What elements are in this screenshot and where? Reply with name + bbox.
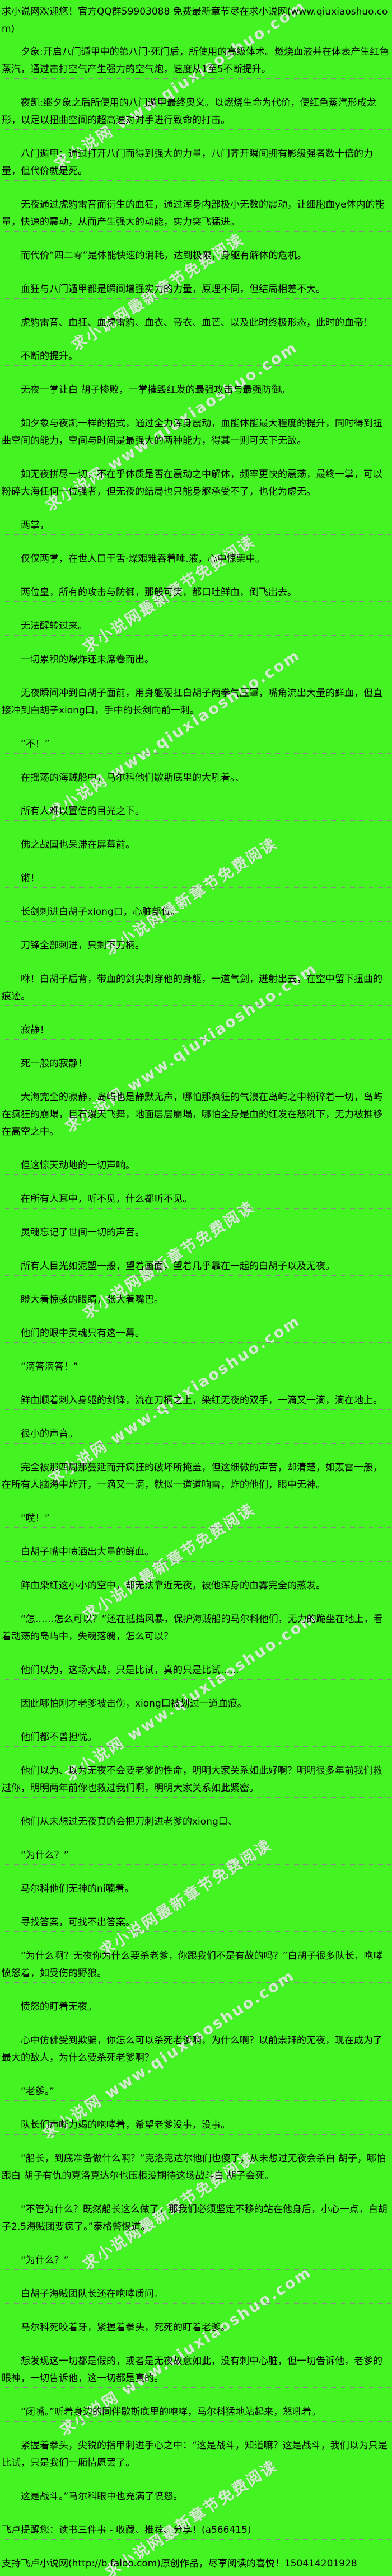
paragraph: 他们从未想过无夜真的会把刀刺进老爹的xiong口、 [2,1813,391,1831]
paragraph: 所有人目光如泥塑一般，望着画面，望着几乎靠在一起的白胡子以及无夜。 [2,1258,391,1276]
paragraph: “不！” [2,736,391,754]
paragraph: 他们以为、以为无夜不会要老爹的性命，明明大家关系如此好啊？明明很多年前我们救过你… [2,1762,391,1798]
paragraph: “不管为什么？既然船长这么做了，那我们必须坚定不移的站在他身后，小心一点，白胡子… [2,2201,391,2236]
paragraph: 无夜一掌让白 胡子惨败，一掌摧毁红发的最强攻击与最强防御。 [2,382,391,399]
paragraph: 咻！白胡子后背，带血的剑尖刺穿他的身躯，一道气剑，迸射出去，在空中留下扭曲的痕迹… [2,971,391,1006]
paragraph: 寻找答案，可找不出答案。 [2,1914,391,1932]
paragraph: 无夜通过虎豹雷音而衍生的血狂，通过浑身内部极小无数的震动，让细胞血ye体内的能量… [2,196,391,232]
paragraph: 血狂与八门遁甲都是瞬间增强实力的力量，原理不同，但结局相差不大。 [2,281,391,299]
paragraph: “为什么？” [2,2252,391,2270]
paragraph: 很小的声音。 [2,1426,391,1444]
paragraph: 而代价“四二零”是体能快速的消耗，达到极限，身躯有解体的危机。 [2,247,391,265]
paragraph: “噗！” [2,1510,391,1528]
paragraph: 八门遁甲：通过打开八门而得到强大的力量，八门齐开瞬间拥有影级强者数十倍的力量，但… [2,145,391,181]
paragraph: “为什么？” [2,1847,391,1865]
paragraph: 无法醒转过来。 [2,618,391,636]
paragraph: 长剑刺进白胡子xiong口，心脏部位。 [2,904,391,922]
paragraph: 因此哪怕刚才老爹被击伤，xiong口被划过一道血痕。 [2,1695,391,1713]
paragraph: 他们的眼中灵魂只有这一幕。 [2,1325,391,1343]
paragraph: 死一般的寂静！ [2,1055,391,1073]
faloo-support: 支持飞卢小说网(http://b.faloo.com)原创作品，尽享阅读的喜悦！… [2,2555,391,2573]
paragraph: 仅仅两掌，在世人口干舌·燥艰难吞着唾.液，心中惊栗中。 [2,551,391,568]
paragraph: 两掌， [2,517,391,535]
paragraph: 如无夜拼尽一切，不在乎体质是否在震动之中解体，频率更快的震荡，最终一掌，可以粉碎… [2,466,391,501]
paragraph: 夕象:开启八门遁甲中的第八门·死门后，所使用的高级体术。燃烧血液并在体表产生红色… [2,44,391,79]
paragraph: 如夕象与夜凯一样的招式，通过全力浑身震动，血能体能最大程度的提升，同时得到扭曲空… [2,415,391,450]
paragraph: 队长们声嘶力竭的咆哮着，希望老爹没事，没事。 [2,2117,391,2135]
paragraph: 佛之战国也呆滞在屏幕前。 [2,836,391,854]
paragraph: “老爹。” [2,2083,391,2101]
paragraph: 鲜血染红这小小的空中，却无法靠近无夜，被他浑身的血雾完全的蒸发。 [2,1577,391,1595]
paragraph: 不断的提升。 [2,348,391,366]
paragraph: 心中仿佛受到欺骗，你怎么可以杀死老爹啊，为什么啊？以前崇拜的无夜，现在成为了最大… [2,2032,391,2067]
paragraph: 大海完全的寂静，岛屿也是静默无声，哪怕那疯狂的气浪在岛屿之中粉碎着一切，岛屿在疯… [2,1089,391,1141]
paragraph: 两位皇，所有的攻击与防御，那般可笑，都口吐鲜血，倒飞出去。 [2,584,391,602]
paragraph: 一切累积的爆炸还未席卷而出。 [2,651,391,669]
paragraph: 马尔科他们无神的ni喃着。 [2,1881,391,1898]
paragraph: “闭嘴。”听着身边的同伴歇斯底里的咆哮，马尔科猛地站起来，怒吼着。 [2,2404,391,2422]
paragraph: 这是战斗。”马尔科眼中也充满了愤怒。 [2,2488,391,2506]
paragraph: “滴答滴答！” [2,1358,391,1376]
paragraph: 刀锋全部刺进，只剩下刀柄。 [2,937,391,955]
paragraph: 在摇荡的海贼船中，马尔科他们歇斯底里的大吼着。、 [2,769,391,787]
paragraph: 无夜瞬间冲到白胡子面前，用身躯硬扛白胡子两拳气压罩，嘴角流出大量的鲜血，但直接冲… [2,685,391,720]
paragraph: 鲜血顺着刺入身躯的剑锋，流在刀柄之上，染红无夜的双手，一滴又一滴，滴在地上。 [2,1392,391,1410]
paragraph: 完全被那四周那蔓延而开疯狂的破坏所掩盖，但这细微的声音，却清楚，如轰雷一般，在所… [2,1459,391,1494]
paragraph: 想发现这一切都是假的，或者是无夜故意如此，没有刺中心脏，但一切告诉他，老爹的眼神… [2,2353,391,2388]
paragraph: 他们都不曾担忧。 [2,1729,391,1747]
paragraph: 夜凯:继夕象之后所使用的八门遁甲最终奥义。以燃烧生命为代价，使红色蒸汽形成龙形，… [2,95,391,130]
paragraph: 马尔科死咬着牙，紧握着拳头，死死的盯着老爹。 [2,2319,391,2337]
paragraph: 灵魂忘记了世间一切的声音。 [2,1224,391,1242]
paragraph: 紧握着拳头，尖锐的指甲刺进手心之中：“这是战斗，知道嘛？这是战斗，我们以为只是比… [2,2437,391,2472]
paragraph: 寂静！ [2,1022,391,1040]
paragraph: 但这惊天动地的一切声响。 [2,1157,391,1175]
site-banner-top: 求小说网欢迎您！官方QQ群59903088 免费最新章节尽在求小说网(www.q… [2,6,388,35]
paragraph: 所有人难以置信的目光之下。 [2,803,391,821]
paragraph: 白胡子嘴中喷洒出大量的鲜血。 [2,1544,391,1562]
paragraph: 虎豹雷音、血狂、血虎雷豹、血衣、帝衣、血芒、以及此时终极形态，此时的血帝！ [2,314,391,332]
paragraph: 他们以为，这场大战，只是比试，真的只是比试...... [2,1662,391,1680]
faloo-reminder: 飞卢提醒您：读书三件事 - 收藏、推荐、分享！(a566415) [2,2522,391,2540]
paragraph: 愤怒的盯着无夜。 [2,1999,391,2016]
paragraph: “为什么啊？无夜你为什么要杀老爹，你跟我们不是有故的吗？”白胡子很多队长，咆哮愤… [2,1948,391,1983]
paragraph: 白胡子海贼团队长还在咆哮质问。 [2,2286,391,2304]
paragraph: “怎……怎么可以？”还在抵挡风暴，保护海贼船的马尔科他们，无力的跪坐在地上，看着… [2,1611,391,1646]
paragraph: 瞪大着惊骇的眼睛，张大着嘴巴。 [2,1291,391,1309]
paragraph: “船长，到底准备做什么啊？”克洛克达尔他们也傻了，从未想过无夜会杀白 胡子，哪怕… [2,2150,391,2185]
paragraph: 锵！ [2,870,391,888]
paragraph: 在所有人耳中，听不见，什么都听不见。 [2,1191,391,1209]
